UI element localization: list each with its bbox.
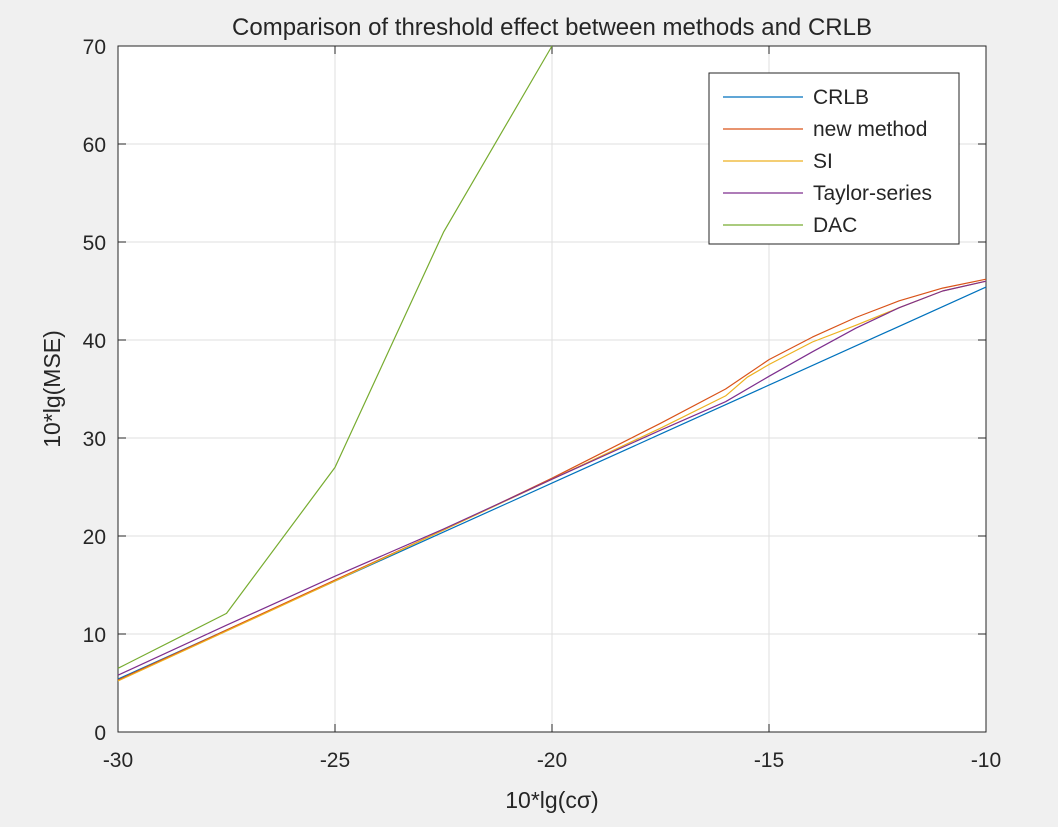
x-tick-label: -20 — [537, 749, 567, 772]
legend-box — [708, 72, 960, 245]
legend-label-new-method: new method — [813, 118, 927, 141]
x-tick-label: -25 — [320, 749, 350, 772]
tick-labels: -30 -25 -20 -15 -10 0 10 20 30 40 50 60 70 — [83, 36, 1002, 772]
x-tick-label: -15 — [754, 749, 784, 772]
y-axis-label: 10*lg(MSE) — [39, 330, 65, 448]
legend-label-taylor-series: Taylor-series — [813, 182, 932, 205]
y-tick-label: 60 — [83, 134, 106, 157]
y-tick-label: 40 — [83, 330, 106, 353]
series-line-new-method — [117, 278, 987, 681]
y-tick-label: 50 — [83, 232, 106, 255]
legend: CRLB new method SI Taylor-series DAC — [708, 72, 960, 245]
y-tick-label: 0 — [94, 722, 106, 745]
legend-label-crlb: CRLB — [813, 86, 869, 109]
y-tick-label: 70 — [83, 36, 106, 59]
series-line-dac — [117, 45, 553, 669]
y-tick-label: 10 — [83, 624, 106, 647]
legend-label-dac: DAC — [813, 214, 857, 237]
series-lines — [117, 45, 987, 682]
chart-title: Comparison of threshold effect between m… — [232, 14, 872, 41]
series-line-taylor-series — [117, 280, 987, 676]
legend-label-si: SI — [813, 150, 833, 173]
y-tick-label: 30 — [83, 428, 106, 451]
x-tick-label: -10 — [971, 749, 1001, 772]
x-tick-label: -30 — [103, 749, 133, 772]
y-tick-label: 20 — [83, 526, 106, 549]
x-axis-label: 10*lg(cσ) — [505, 787, 598, 813]
